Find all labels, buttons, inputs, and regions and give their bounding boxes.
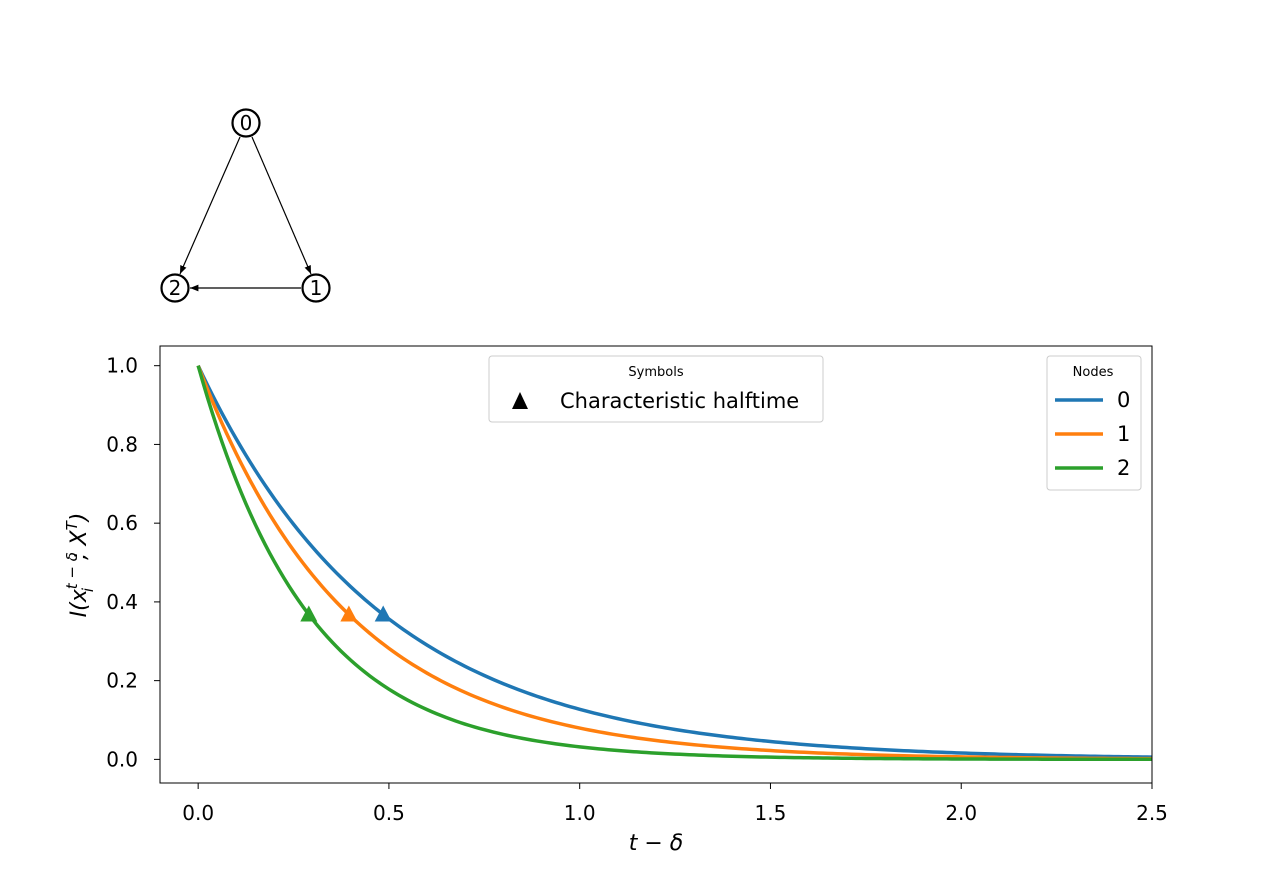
line-chart: 0.0 0.5 1.0 1.5 2.0 2.5 0.0 0.2 0.4 0.6 0.8 1.0 t … xyxy=(63,345,1168,856)
node-0-label: 0 xyxy=(240,111,253,135)
y-tick-label: 0.8 xyxy=(106,432,138,456)
halftime-marker-layer xyxy=(300,605,392,622)
node-2-label: 2 xyxy=(169,276,182,300)
node-1: 1 xyxy=(301,273,331,303)
series-line-0 xyxy=(196,364,1153,759)
halftime-marker-1 xyxy=(340,605,358,622)
nodes-legend-title: Nodes xyxy=(1073,365,1114,380)
y-axis: 0.0 0.2 0.4 0.6 0.8 1.0 xyxy=(106,354,160,771)
nodes-legend-entry-0: 0 xyxy=(1117,388,1130,412)
node-1-label: 1 xyxy=(310,276,323,300)
nodes-legend: Nodes 0 1 2 xyxy=(1046,355,1142,491)
x-tick-label: 2.5 xyxy=(1136,801,1168,825)
nodes-legend-entry-2: 2 xyxy=(1117,456,1130,480)
series-line-2 xyxy=(196,365,1153,762)
edge-0-2 xyxy=(179,136,241,275)
plot-area-frame xyxy=(159,345,1153,784)
y-tick-label: 1.0 xyxy=(106,354,138,378)
halftime-marker-2 xyxy=(300,605,318,622)
svg-text:I(xt − δi; XT): I(xt − δi; XT) xyxy=(63,513,97,618)
nodes-legend-entry-1: 1 xyxy=(1117,422,1130,446)
y-tick-label: 0.0 xyxy=(106,747,138,771)
network-diagram: 0 1 2 xyxy=(160,108,331,303)
symbols-legend: Symbols Characteristic halftime xyxy=(488,355,824,423)
x-tick-label: 1.0 xyxy=(564,801,596,825)
legend-triangle-marker xyxy=(512,392,528,409)
node-2: 2 xyxy=(160,273,190,303)
series-layer xyxy=(196,364,1153,762)
symbols-legend-entry-label: Characteristic halftime xyxy=(560,389,799,413)
edge-0-1 xyxy=(251,136,312,275)
x-tick-label: 2.0 xyxy=(945,801,977,825)
x-tick-label: 0.5 xyxy=(373,801,405,825)
series-line-1 xyxy=(196,365,1153,761)
x-axis-label: t − δ xyxy=(629,831,684,856)
x-axis: 0.0 0.5 1.0 1.5 2.0 2.5 xyxy=(182,783,1168,825)
halftime-marker-0 xyxy=(374,605,392,622)
y-axis-label: I(xt − δi; XT) xyxy=(63,513,97,618)
node-0: 0 xyxy=(231,108,261,138)
symbols-legend-title: Symbols xyxy=(628,365,683,380)
y-tick-label: 0.4 xyxy=(106,590,138,614)
x-tick-label: 1.5 xyxy=(755,801,787,825)
y-tick-label: 0.2 xyxy=(106,669,138,693)
x-tick-label: 0.0 xyxy=(182,801,214,825)
y-tick-label: 0.6 xyxy=(106,511,138,535)
